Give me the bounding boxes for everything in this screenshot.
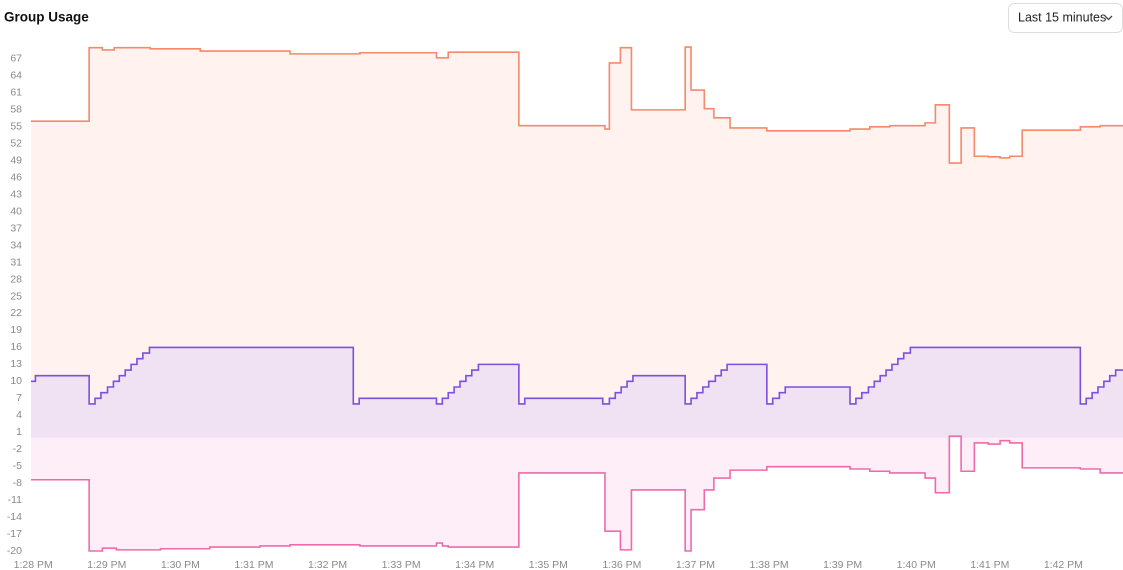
y-tick-label: -14 — [7, 511, 22, 523]
series-line — [31, 46, 1123, 164]
y-tick-label: 58 — [10, 104, 22, 116]
series-line — [31, 435, 1123, 552]
y-tick-label: -20 — [7, 545, 22, 557]
y-tick-label: 49 — [10, 155, 22, 167]
x-tick-label: 1:28 PM — [14, 559, 53, 570]
y-tick-label: 28 — [10, 273, 22, 285]
y-tick-label: -5 — [13, 460, 22, 472]
y-tick-label: 37 — [10, 222, 22, 234]
y-tick-label: 10 — [10, 375, 22, 387]
y-tick-label: 13 — [10, 358, 22, 370]
series-area — [31, 347, 1123, 438]
series-line — [31, 346, 1123, 405]
range-selector[interactable]: Last 15 minutes — [1008, 3, 1123, 33]
y-tick-label: 52 — [10, 138, 22, 150]
y-tick-label: 31 — [10, 256, 22, 268]
panel-title: Group Usage — [4, 10, 89, 25]
plot-area: 67 64 61 58 55 52 49 46 43 40 37 34 31 28 25 22 19 16 13 10… — [7, 46, 1123, 570]
y-tick-label: 34 — [10, 239, 22, 251]
y-tick-label: 25 — [10, 290, 22, 302]
y-tick-label: 64 — [10, 70, 22, 82]
x-tick-label: 1:40 PM — [897, 559, 936, 570]
y-tick-label: 40 — [10, 205, 22, 217]
y-tick-label: 7 — [16, 392, 22, 404]
x-tick-label: 1:29 PM — [87, 559, 126, 570]
x-tick-label: 1:39 PM — [823, 559, 862, 570]
y-tick-label: -17 — [7, 528, 22, 540]
y-tick-label: 67 — [10, 53, 22, 65]
x-tick-label: 1:34 PM — [455, 559, 494, 570]
x-tick-label: 1:41 PM — [970, 559, 1009, 570]
x-tick-label: 1:33 PM — [382, 559, 421, 570]
x-tick-label: 1:31 PM — [234, 559, 273, 570]
y-tick-label: -2 — [13, 443, 22, 455]
y-tick-label: -8 — [13, 477, 22, 489]
y-tick-label: 1 — [16, 426, 22, 438]
y-tick-label: 61 — [10, 87, 22, 99]
y-tick-label: 55 — [10, 121, 22, 133]
x-tick-label: 1:38 PM — [750, 559, 789, 570]
x-tick-label: 1:36 PM — [602, 559, 641, 570]
x-tick-label: 1:35 PM — [529, 559, 568, 570]
y-tick-label: 4 — [16, 409, 22, 421]
y-tick-label: 46 — [10, 172, 22, 184]
y-tick-label: 19 — [10, 324, 22, 336]
range-selector-label[interactable]: Last 15 minutes — [1018, 10, 1106, 24]
series-area — [31, 436, 1123, 551]
series-area — [31, 47, 1123, 438]
chevron-icon[interactable] — [1104, 15, 1113, 21]
x-tick-label: 1:37 PM — [676, 559, 715, 570]
y-tick-label: 16 — [10, 341, 22, 353]
x-tick-label: 1:32 PM — [308, 559, 347, 570]
y-tick-label: 22 — [10, 307, 22, 319]
y-tick-label: 43 — [10, 188, 22, 200]
x-tick-label: 1:42 PM — [1044, 559, 1083, 570]
x-tick-label: 1:30 PM — [161, 559, 200, 570]
y-tick-label: -11 — [8, 494, 23, 506]
